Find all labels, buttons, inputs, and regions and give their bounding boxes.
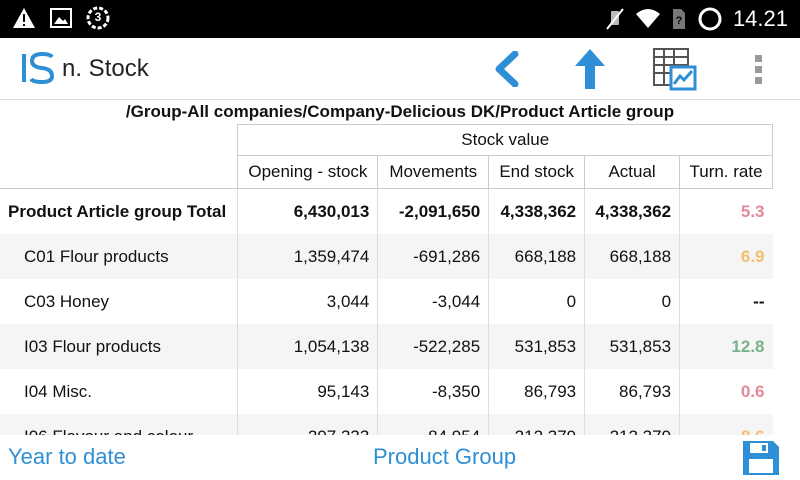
app-bar: n. Stock: [0, 38, 800, 100]
up-button[interactable]: [566, 46, 614, 92]
grouping-selector[interactable]: Product Group: [373, 444, 517, 469]
cell-end-stock: 0: [488, 279, 585, 324]
table-row[interactable]: I03 Flour products 1,054,138 -522,285 53…: [0, 324, 773, 369]
cell-actual: 0: [584, 279, 680, 324]
wifi-icon: [635, 9, 660, 28]
col-header-end-stock[interactable]: End stock: [488, 155, 586, 189]
overflow-menu-icon: [755, 55, 762, 84]
bottom-bar: Year to date Product Group: [0, 435, 800, 480]
cell-movements: -3,044: [377, 279, 489, 324]
badge-count: 3: [94, 10, 102, 24]
table-row[interactable]: C01 Flour products 1,359,474 -691,286 66…: [0, 234, 773, 279]
cell-opening: 1,359,474: [237, 234, 378, 279]
row-label: C01 Flour products: [0, 234, 238, 279]
cell-actual: 668,188: [584, 234, 680, 279]
cell-movements: -522,285: [377, 324, 489, 369]
cell-turn-rate: 0.6: [679, 369, 773, 414]
cell-opening: 1,054,138: [237, 324, 378, 369]
app-logo: [22, 51, 55, 85]
row-label: I03 Flour products: [0, 324, 238, 369]
cell-turn-rate: --: [679, 279, 773, 324]
status-left-icons: 3: [12, 6, 110, 30]
status-time: 14.21: [732, 6, 788, 31]
col-header-turn-rate[interactable]: Turn. rate: [679, 155, 773, 189]
cell-opening: 297,333: [237, 414, 378, 435]
cell-end-stock: 212,379: [488, 414, 585, 435]
cell-actual: 86,793: [584, 369, 680, 414]
cell-opening: 3,044: [237, 279, 378, 324]
cell-movements: -691,286: [377, 234, 489, 279]
svg-text:?: ?: [676, 15, 683, 27]
cell-turn-rate: 6.9: [679, 234, 773, 279]
cell-movements: -2,091,650: [377, 188, 489, 234]
cell-end-stock: 86,793: [488, 369, 585, 414]
cell-movements: -84,954: [377, 414, 489, 435]
table-row-total[interactable]: Product Article group Total 6,430,013 -2…: [0, 188, 773, 234]
cell-turn-rate: 12.8: [679, 324, 773, 369]
breadcrumb: /Group-All companies/Company-Delicious D…: [125, 102, 675, 121]
chart-view-button[interactable]: [650, 46, 698, 92]
warning-icon: [13, 8, 35, 28]
cell-actual: 531,853: [584, 324, 680, 369]
stock-table: Stock value Opening - stock Movements En…: [0, 124, 773, 435]
row-label: C03 Honey: [24, 291, 110, 311]
cell-turn-rate: 5.3: [679, 188, 773, 234]
row-label: I04 Misc.: [24, 381, 93, 401]
row-label: Product Article group Total: [8, 201, 227, 221]
col-header-movements[interactable]: Movements: [377, 155, 490, 189]
cell-turn-rate: 8.6: [679, 414, 773, 435]
cell-actual: 212,379: [584, 414, 680, 435]
col-header-actual[interactable]: Actual: [584, 155, 681, 189]
chart-grid-icon: [653, 48, 697, 91]
mute-icon: [606, 8, 624, 30]
status-right-icons: ? 14.21: [605, 6, 788, 32]
stock-table-container[interactable]: Stock value Opening - stock Movements En…: [0, 124, 800, 435]
table-row[interactable]: C03 Honey 3,044 -3,044 0 0 --: [0, 279, 773, 324]
group-header-stock-value: Stock value: [237, 124, 773, 156]
up-arrow-icon: [575, 49, 605, 89]
no-sim-icon: ?: [672, 9, 685, 29]
save-icon[interactable]: [742, 440, 780, 476]
cell-opening: 95,143: [237, 369, 378, 414]
battery-icon: [698, 7, 722, 31]
cell-end-stock: 531,853: [488, 324, 585, 369]
table-row[interactable]: I04 Misc. 95,143 -8,350 86,793 86,793 0.…: [0, 369, 773, 414]
cell-actual: 4,338,362: [584, 188, 680, 234]
status-bar: 3 ? 14.21: [0, 0, 800, 38]
cell-movements: -8,350: [377, 369, 489, 414]
page-title: n. Stock: [62, 55, 149, 82]
table-corner: [0, 124, 239, 189]
col-header-opening[interactable]: Opening - stock: [237, 155, 379, 189]
row-label: I06 Flavour and colour: [0, 414, 238, 435]
back-arrow-icon: [495, 51, 519, 87]
cell-end-stock: 668,188: [488, 234, 585, 279]
table-row[interactable]: I06 Flavour and colour 297,333 -84,954 2…: [0, 414, 773, 435]
overflow-menu-button[interactable]: [734, 46, 782, 92]
notification-badge-icon: 3: [86, 6, 110, 30]
cell-end-stock: 4,338,362: [488, 188, 585, 234]
period-selector[interactable]: Year to date: [8, 444, 126, 469]
back-button[interactable]: [482, 46, 530, 92]
image-icon: [50, 8, 72, 28]
cell-opening: 6,430,013: [237, 188, 378, 234]
